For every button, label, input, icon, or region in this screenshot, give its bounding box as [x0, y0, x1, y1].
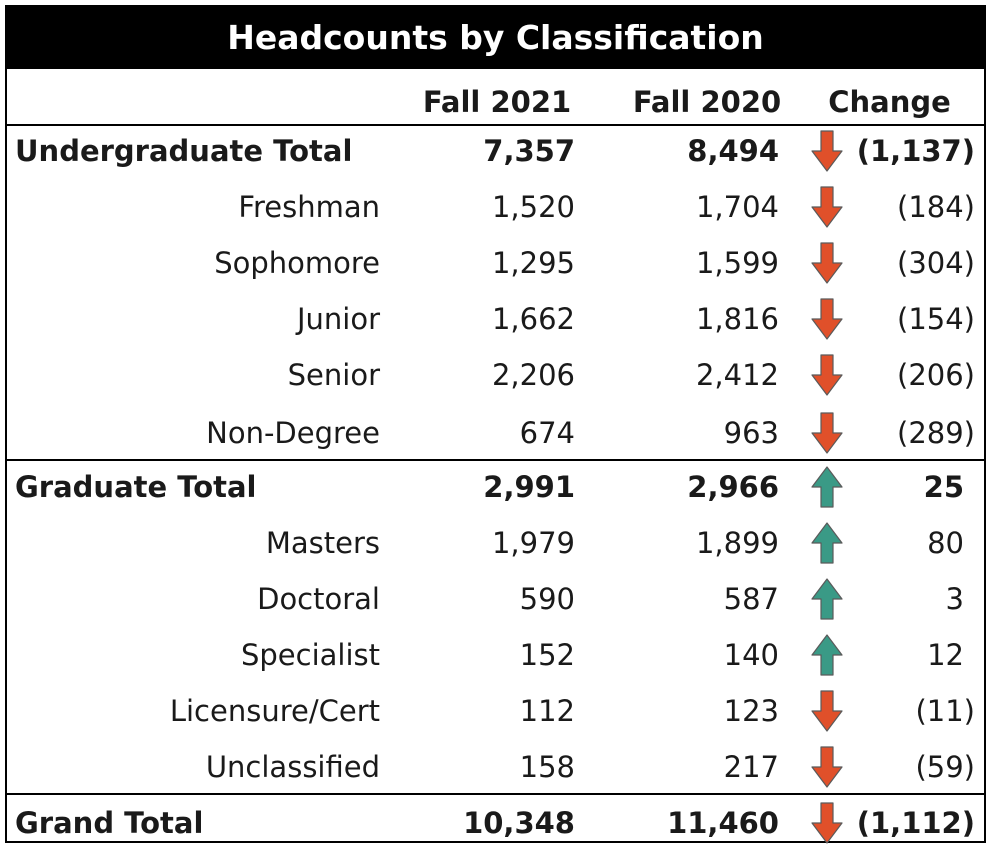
cell-change-doctoral: 3 — [945, 582, 964, 616]
header-divider — [7, 124, 984, 126]
cell-fall-2020-freshman: 1,704 — [695, 190, 779, 224]
cell-fall-2021-licensure-cert: 112 — [519, 694, 575, 728]
row-label-doctoral: Doctoral — [257, 582, 380, 616]
down-arrow-icon-unclassified — [811, 746, 843, 788]
cell-fall-2020-licensure-cert: 123 — [723, 694, 779, 728]
down-arrow-icon-freshman — [811, 186, 843, 228]
cell-fall-2021-specialist: 152 — [519, 638, 575, 672]
down-arrow-icon-licensure-cert — [811, 690, 843, 732]
down-arrow-icon-sophomore — [811, 242, 843, 284]
headcount-table: Headcounts by Classification Fall 2021 F… — [5, 5, 986, 844]
cell-fall-2021-unclassified: 158 — [519, 750, 575, 784]
cell-fall-2020-graduate-total: 2,966 — [687, 470, 779, 504]
cell-change-freshman: (184) — [897, 190, 975, 224]
cell-fall-2020-unclassified: 217 — [723, 750, 779, 784]
row-label-freshman: Freshman — [238, 190, 380, 224]
row-label-unclassified: Unclassified — [205, 750, 380, 784]
cell-change-senior: (206) — [897, 358, 975, 392]
down-arrow-icon-grand-total — [811, 802, 843, 844]
cell-change-specialist: 12 — [927, 638, 964, 672]
cell-change-undergraduate-total: (1,137) — [856, 134, 975, 168]
cell-fall-2021-junior: 1,662 — [491, 302, 575, 336]
row-label-sophomore: Sophomore — [214, 246, 380, 280]
cell-change-masters: 80 — [927, 526, 964, 560]
cell-change-sophomore: (304) — [897, 246, 975, 280]
cell-fall-2020-undergraduate-total: 8,494 — [687, 134, 779, 168]
cell-change-grand-total: (1,112) — [856, 806, 975, 840]
row-label-graduate-total: Graduate Total — [15, 470, 257, 504]
up-arrow-icon-specialist — [811, 634, 843, 676]
cell-fall-2021-doctoral: 590 — [519, 582, 575, 616]
cell-fall-2021-undergraduate-total: 7,357 — [483, 134, 575, 168]
row-label-masters: Masters — [265, 526, 380, 560]
cell-fall-2020-grand-total: 11,460 — [667, 806, 779, 840]
cell-fall-2020-specialist: 140 — [723, 638, 779, 672]
cell-change-junior: (154) — [897, 302, 975, 336]
up-arrow-icon-graduate-total — [811, 466, 843, 508]
down-arrow-icon-senior — [811, 354, 843, 396]
undergraduate-section-divider — [7, 459, 984, 461]
cell-fall-2020-junior: 1,816 — [695, 302, 779, 336]
cell-fall-2021-senior: 2,206 — [491, 358, 575, 392]
cell-change-licensure-cert: (11) — [915, 694, 975, 728]
cell-change-non-degree: (289) — [897, 416, 975, 450]
cell-change-graduate-total: 25 — [923, 470, 964, 504]
down-arrow-icon-junior — [811, 298, 843, 340]
row-label-non-degree: Non-Degree — [206, 416, 380, 450]
cell-fall-2020-non-degree: 963 — [723, 416, 779, 450]
cell-fall-2021-sophomore: 1,295 — [491, 246, 575, 280]
down-arrow-icon-undergraduate-total — [811, 130, 843, 172]
cell-fall-2020-doctoral: 587 — [723, 582, 779, 616]
cell-fall-2021-freshman: 1,520 — [491, 190, 575, 224]
cell-fall-2020-masters: 1,899 — [695, 526, 779, 560]
up-arrow-icon-doctoral — [811, 578, 843, 620]
cell-fall-2021-grand-total: 10,348 — [463, 806, 575, 840]
title-bar: Headcounts by Classification — [7, 7, 984, 69]
down-arrow-icon-non-degree — [811, 412, 843, 454]
cell-fall-2021-masters: 1,979 — [491, 526, 575, 560]
row-label-undergraduate-total: Undergraduate Total — [15, 134, 353, 168]
row-label-licensure-cert: Licensure/Cert — [169, 694, 380, 728]
cell-fall-2020-sophomore: 1,599 — [695, 246, 779, 280]
row-label-specialist: Specialist — [240, 638, 380, 672]
row-label-junior: Junior — [296, 302, 380, 336]
cell-change-unclassified: (59) — [915, 750, 975, 784]
table-title: Headcounts by Classification — [227, 18, 764, 57]
cell-fall-2020-senior: 2,412 — [695, 358, 779, 392]
column-header-fall-2021: Fall 2021 — [422, 85, 572, 119]
cell-fall-2021-graduate-total: 2,991 — [483, 470, 575, 504]
row-label-grand-total: Grand Total — [15, 806, 204, 840]
row-label-senior: Senior — [287, 358, 380, 392]
column-header-fall-2020: Fall 2020 — [632, 85, 782, 119]
up-arrow-icon-masters — [811, 522, 843, 564]
cell-fall-2021-non-degree: 674 — [519, 416, 575, 450]
graduate-section-divider — [7, 793, 984, 795]
column-header-change: Change — [828, 85, 951, 119]
